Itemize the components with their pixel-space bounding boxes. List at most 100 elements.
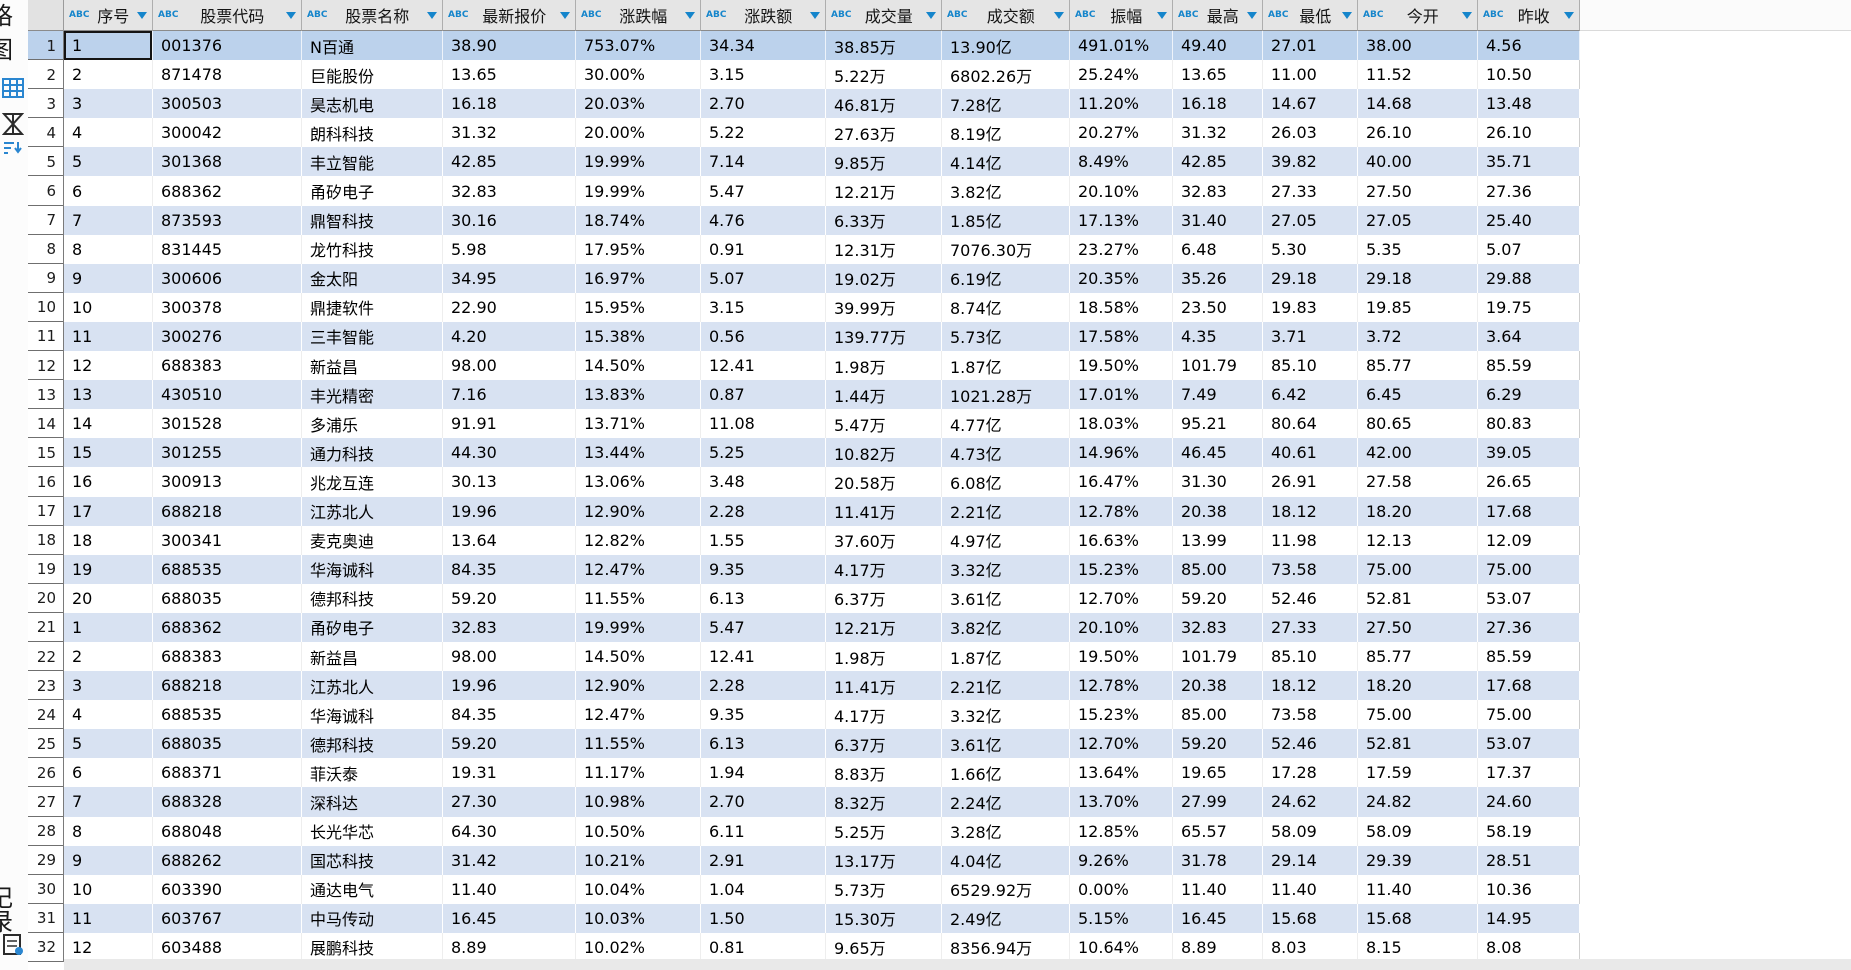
column-header-open[interactable]: ABC 今开 bbox=[1358, 0, 1478, 31]
cell-change_pct[interactable]: 12.90% bbox=[576, 496, 701, 526]
cell-volume[interactable]: 46.81万 bbox=[826, 89, 942, 119]
cell-name[interactable]: 江苏北人 bbox=[302, 496, 443, 526]
cell-price[interactable]: 91.91 bbox=[443, 409, 576, 439]
cell-change_amt[interactable]: 3.15 bbox=[701, 60, 826, 90]
cell-index[interactable]: 2 bbox=[64, 641, 153, 672]
cell-price[interactable]: 59.20 bbox=[443, 729, 576, 759]
row-number[interactable]: 10 bbox=[28, 292, 64, 322]
cell-high[interactable]: 49.40 bbox=[1173, 31, 1263, 61]
cell-index[interactable]: 18 bbox=[64, 525, 153, 555]
cell-prev_close[interactable]: 14.95 bbox=[1478, 903, 1580, 933]
cell-open[interactable]: 3.72 bbox=[1358, 321, 1478, 352]
cell-turnover[interactable]: 2.21亿 bbox=[942, 496, 1070, 526]
cell-index[interactable]: 8 bbox=[64, 234, 153, 264]
cell-price[interactable]: 64.30 bbox=[443, 816, 576, 846]
cell-low[interactable]: 80.64 bbox=[1263, 409, 1358, 439]
cell-low[interactable]: 11.98 bbox=[1263, 525, 1358, 555]
cell-price[interactable]: 16.45 bbox=[443, 903, 576, 933]
cell-change_pct[interactable]: 13.71% bbox=[576, 409, 701, 439]
cell-index[interactable]: 9 bbox=[64, 845, 153, 875]
cell-high[interactable]: 32.83 bbox=[1173, 176, 1263, 206]
cell-prev_close[interactable]: 26.10 bbox=[1478, 118, 1580, 148]
cell-open[interactable]: 14.68 bbox=[1358, 89, 1478, 119]
cell-code[interactable]: 603488 bbox=[153, 932, 302, 962]
cell-amplitude[interactable]: 25.24% bbox=[1070, 60, 1173, 90]
cell-code[interactable]: 300276 bbox=[153, 321, 302, 352]
cell-prev_close[interactable]: 26.65 bbox=[1478, 467, 1580, 497]
cell-index[interactable]: 7 bbox=[64, 205, 153, 235]
cell-index[interactable]: 19 bbox=[64, 554, 153, 584]
cell-low[interactable]: 18.12 bbox=[1263, 671, 1358, 701]
cell-low[interactable]: 27.05 bbox=[1263, 205, 1358, 235]
cell-price[interactable]: 13.64 bbox=[443, 525, 576, 555]
cell-change_amt[interactable]: 6.13 bbox=[701, 729, 826, 759]
cell-volume[interactable]: 13.17万 bbox=[826, 845, 942, 875]
cell-low[interactable]: 27.01 bbox=[1263, 31, 1358, 61]
row-number[interactable]: 3 bbox=[28, 89, 64, 119]
cell-amplitude[interactable]: 0.00% bbox=[1070, 874, 1173, 904]
cell-amplitude[interactable]: 15.23% bbox=[1070, 554, 1173, 584]
cell-turnover[interactable]: 7076.30万 bbox=[942, 234, 1070, 264]
cell-high[interactable]: 85.00 bbox=[1173, 700, 1263, 730]
cell-amplitude[interactable]: 12.85% bbox=[1070, 816, 1173, 846]
cell-change_pct[interactable]: 14.50% bbox=[576, 351, 701, 381]
cell-change_pct[interactable]: 20.03% bbox=[576, 89, 701, 119]
cell-name[interactable]: 通达电气 bbox=[302, 874, 443, 904]
cell-change_amt[interactable]: 2.28 bbox=[701, 496, 826, 526]
cell-code[interactable]: 688218 bbox=[153, 496, 302, 526]
cell-low[interactable]: 24.62 bbox=[1263, 787, 1358, 817]
cell-change_amt[interactable]: 12.41 bbox=[701, 641, 826, 672]
cell-open[interactable]: 85.77 bbox=[1358, 351, 1478, 381]
cell-prev_close[interactable]: 5.07 bbox=[1478, 234, 1580, 264]
cell-change_pct[interactable]: 13.06% bbox=[576, 467, 701, 497]
cell-price[interactable]: 34.95 bbox=[443, 263, 576, 293]
cell-index[interactable]: 12 bbox=[64, 351, 153, 381]
cell-amplitude[interactable]: 12.78% bbox=[1070, 671, 1173, 701]
cell-index[interactable]: 1 bbox=[64, 31, 153, 61]
cell-turnover[interactable]: 1.87亿 bbox=[942, 641, 1070, 672]
cell-change_amt[interactable]: 6.13 bbox=[701, 583, 826, 613]
cell-change_pct[interactable]: 12.82% bbox=[576, 525, 701, 555]
column-header-prev_close[interactable]: ABC 昨收 bbox=[1478, 0, 1580, 31]
cell-open[interactable]: 58.09 bbox=[1358, 816, 1478, 846]
cell-change_amt[interactable]: 9.35 bbox=[701, 700, 826, 730]
cell-change_pct[interactable]: 11.55% bbox=[576, 583, 701, 613]
cell-change_amt[interactable]: 2.70 bbox=[701, 787, 826, 817]
cell-low[interactable]: 3.71 bbox=[1263, 321, 1358, 352]
column-header-amplitude[interactable]: ABC 振幅 bbox=[1070, 0, 1173, 31]
cell-change_amt[interactable]: 34.34 bbox=[701, 31, 826, 61]
row-number[interactable]: 24 bbox=[28, 700, 64, 730]
cell-index[interactable]: 15 bbox=[64, 438, 153, 468]
cell-open[interactable]: 75.00 bbox=[1358, 554, 1478, 584]
cell-open[interactable]: 42.00 bbox=[1358, 438, 1478, 468]
cell-name[interactable]: 丰光精密 bbox=[302, 380, 443, 410]
cell-price[interactable]: 31.42 bbox=[443, 845, 576, 875]
cell-open[interactable]: 29.39 bbox=[1358, 845, 1478, 875]
row-number[interactable]: 14 bbox=[28, 409, 64, 439]
cell-amplitude[interactable]: 13.70% bbox=[1070, 787, 1173, 817]
cell-name[interactable]: 深科达 bbox=[302, 787, 443, 817]
cell-turnover[interactable]: 4.97亿 bbox=[942, 525, 1070, 555]
cell-prev_close[interactable]: 85.59 bbox=[1478, 351, 1580, 381]
cell-volume[interactable]: 37.60万 bbox=[826, 525, 942, 555]
cell-open[interactable]: 11.52 bbox=[1358, 60, 1478, 90]
filter-dropdown-icon[interactable] bbox=[137, 11, 147, 19]
cell-open[interactable]: 27.05 bbox=[1358, 205, 1478, 235]
cell-open[interactable]: 27.50 bbox=[1358, 176, 1478, 206]
cell-low[interactable]: 85.10 bbox=[1263, 641, 1358, 672]
cell-turnover[interactable]: 6.08亿 bbox=[942, 467, 1070, 497]
cell-prev_close[interactable]: 85.59 bbox=[1478, 641, 1580, 672]
cell-change_amt[interactable]: 1.50 bbox=[701, 903, 826, 933]
cell-change_pct[interactable]: 19.99% bbox=[576, 176, 701, 206]
cell-change_pct[interactable]: 10.02% bbox=[576, 932, 701, 962]
cell-high[interactable]: 31.78 bbox=[1173, 845, 1263, 875]
cell-open[interactable]: 26.10 bbox=[1358, 118, 1478, 148]
cell-open[interactable]: 52.81 bbox=[1358, 729, 1478, 759]
cell-volume[interactable]: 12.21万 bbox=[826, 176, 942, 206]
cell-high[interactable]: 46.45 bbox=[1173, 438, 1263, 468]
cell-index[interactable]: 11 bbox=[64, 321, 153, 352]
cell-index[interactable]: 7 bbox=[64, 787, 153, 817]
cell-change_amt[interactable]: 0.81 bbox=[701, 932, 826, 962]
row-number[interactable]: 20 bbox=[28, 583, 64, 613]
cell-index[interactable]: 13 bbox=[64, 380, 153, 410]
